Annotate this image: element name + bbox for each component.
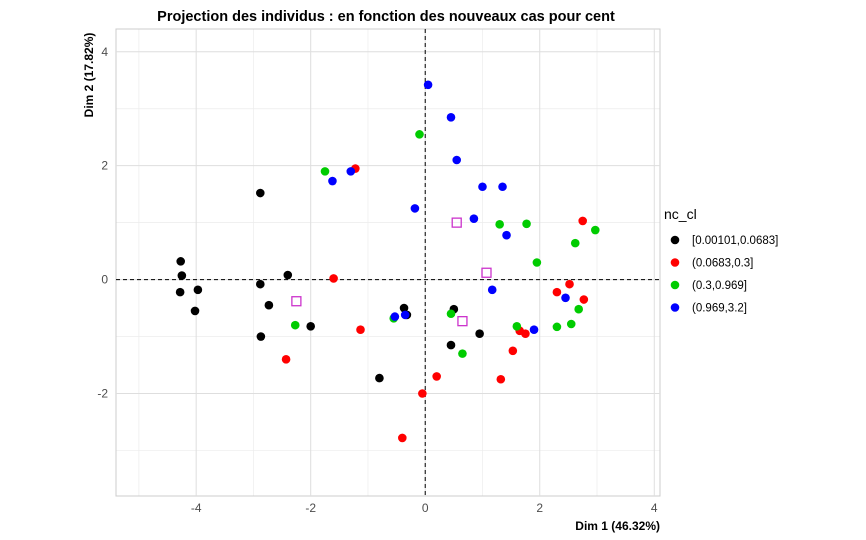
- data-point-series-1: [190, 306, 200, 316]
- data-point-series-4: [487, 285, 497, 295]
- data-point-series-3: [574, 304, 583, 314]
- data-point-series-3: [532, 258, 542, 267]
- data-point-series-4: [423, 80, 433, 90]
- data-point-series-2: [418, 389, 427, 398]
- data-point-series-3: [415, 130, 424, 139]
- data-point-series-2: [329, 274, 338, 283]
- x-axis-label: Dim 1 (46.32%): [575, 519, 660, 533]
- data-point-series-2: [552, 287, 562, 297]
- data-point-series-2: [521, 329, 530, 338]
- grid-major-lines: [115, 28, 661, 497]
- data-point-series-3: [522, 219, 531, 229]
- data-point-series-3: [320, 167, 330, 176]
- data-point-series-1: [193, 285, 203, 295]
- data-point-series-4: [561, 293, 570, 303]
- data-point-series-1: [176, 257, 186, 266]
- x-tick-label: -4: [191, 501, 202, 515]
- legend-label-series-3: (0.3,0.969]: [692, 280, 747, 292]
- legend-label-series-1: [0.00101,0.0683]: [692, 235, 778, 247]
- data-point-series-3: [566, 319, 576, 329]
- data-point-series-4: [478, 182, 487, 192]
- data-points: [175, 80, 600, 443]
- data-point-series-4: [346, 167, 356, 176]
- y-axis-label: Dim 2 (17.82%): [82, 33, 96, 118]
- data-point-series-2: [579, 295, 589, 304]
- data-point-series-4: [469, 214, 479, 223]
- data-point-series-3: [495, 220, 504, 229]
- axis-tick-labels: -4 -2 0 2 4 -2 0 2 4: [97, 45, 658, 515]
- data-point-series-4: [529, 325, 539, 335]
- centroid-marker: [481, 267, 492, 278]
- data-point-series-1: [475, 329, 484, 338]
- data-point-series-3: [458, 349, 467, 358]
- data-point-series-2: [432, 372, 441, 381]
- data-point-series-1: [256, 279, 265, 289]
- data-point-series-1: [175, 287, 185, 297]
- data-point-series-3: [590, 225, 600, 235]
- data-point-series-1: [177, 271, 187, 280]
- centroid-marker: [291, 296, 302, 307]
- legend-key-series-1: [670, 235, 680, 245]
- data-point-series-2: [356, 325, 365, 335]
- data-point-series-3: [446, 309, 456, 319]
- data-point-series-3: [552, 322, 562, 332]
- centroid-marker: [451, 217, 462, 228]
- data-point-series-1: [399, 303, 409, 313]
- y-tick-label: 2: [101, 159, 108, 173]
- grid-minor-lines: [116, 29, 660, 496]
- data-point-series-1: [446, 340, 456, 350]
- legend-label-series-4: (0.969,3.2]: [692, 303, 747, 315]
- data-point-series-1: [283, 270, 293, 280]
- y-tick-label: 4: [101, 45, 108, 59]
- chart-title: Projection des individus : en fonction d…: [157, 9, 615, 25]
- legend-label-series-2: (0.0683,0.3]: [692, 258, 753, 270]
- reference-lines: [116, 29, 660, 496]
- legend-title: nc_cl: [664, 206, 697, 222]
- x-tick-label: 0: [422, 501, 429, 515]
- data-point-series-2: [578, 216, 587, 226]
- legend-key-series-2: [670, 258, 680, 267]
- data-point-series-4: [452, 155, 462, 165]
- x-tick-label: 2: [536, 501, 543, 515]
- data-point-series-4: [498, 182, 507, 192]
- y-tick-label: -2: [97, 386, 108, 400]
- data-point-series-3: [570, 238, 580, 248]
- legend-key-series-4: [670, 303, 680, 312]
- data-point-series-4: [390, 312, 400, 321]
- x-tick-label: -2: [305, 501, 316, 515]
- legend: nc_cl [0.00101,0.0683] (0.0683,0.3] (0.3,0…: [664, 206, 778, 315]
- legend-key-series-3: [670, 280, 680, 290]
- centroid-marker: [457, 316, 468, 327]
- y-tick-label: 0: [101, 273, 108, 287]
- data-point-series-2: [565, 279, 574, 289]
- data-point-series-1: [264, 300, 274, 310]
- data-point-series-2: [398, 433, 407, 443]
- data-point-series-4: [502, 230, 511, 240]
- data-point-series-1: [306, 321, 315, 331]
- data-point-series-1: [256, 188, 265, 198]
- data-point-series-4: [446, 112, 456, 122]
- data-point-series-4: [410, 204, 420, 213]
- data-point-series-2: [508, 346, 518, 356]
- data-point-series-3: [512, 321, 522, 331]
- data-point-series-1: [256, 332, 266, 341]
- plot-panel-border: [115, 28, 661, 497]
- data-point-series-4: [400, 310, 410, 320]
- data-point-series-2: [496, 374, 506, 384]
- data-point-series-3: [290, 320, 300, 330]
- centroid-markers: [291, 217, 492, 327]
- data-point-series-1: [375, 373, 384, 383]
- x-tick-label: 4: [651, 501, 658, 515]
- data-point-series-2: [281, 355, 291, 364]
- data-point-series-4: [328, 176, 337, 186]
